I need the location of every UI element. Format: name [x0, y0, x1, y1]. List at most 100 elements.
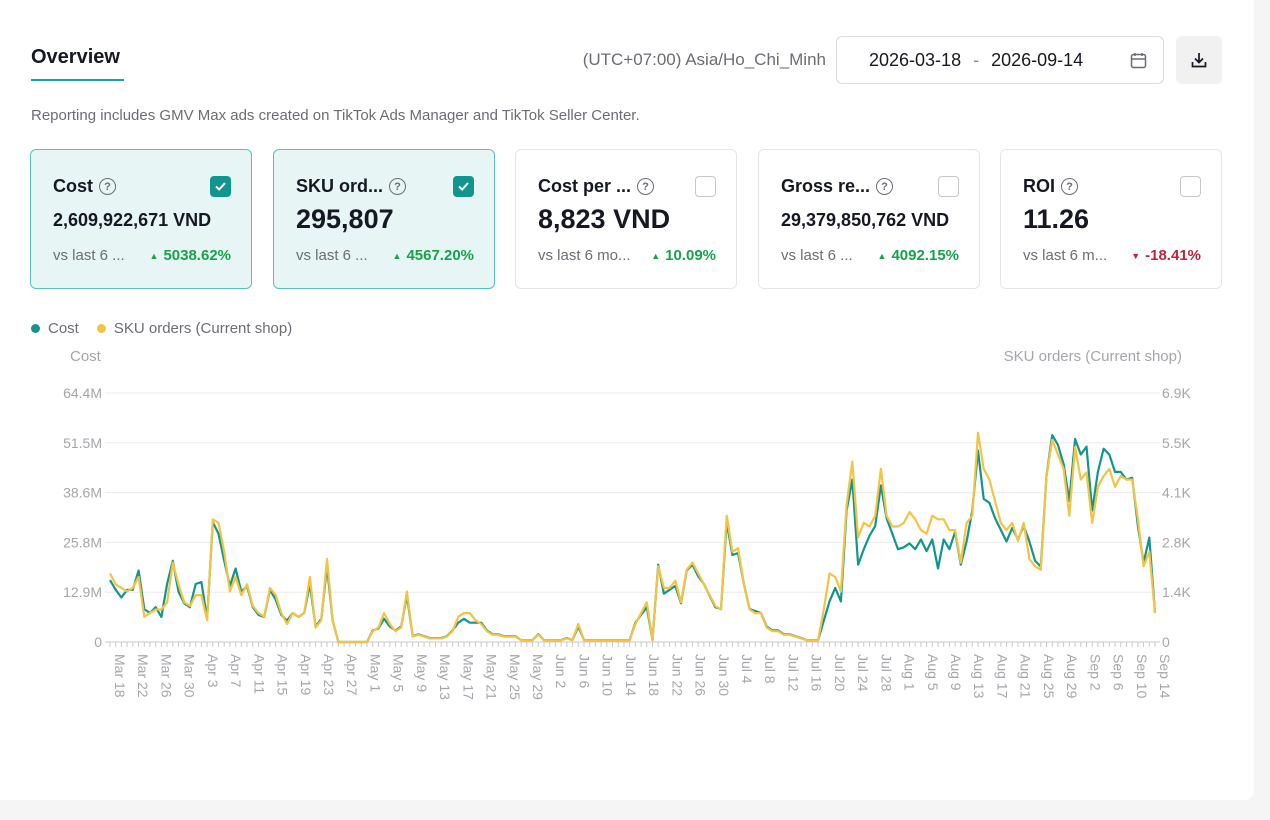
x-tick-label: Jul 20: [832, 654, 848, 692]
download-button[interactable]: [1176, 36, 1222, 84]
x-tick-label: Aug 25: [1041, 654, 1057, 699]
legend-label-sku: SKU orders (Current shop): [113, 320, 293, 337]
x-tick-label: Jul 12: [785, 654, 801, 692]
metric-value: 2,609,922,671 VND: [53, 210, 212, 230]
x-tick-label: Aug 17: [994, 654, 1010, 699]
tab-overview[interactable]: Overview: [31, 46, 120, 68]
metric-compare-label: vs last 6 m...: [1023, 247, 1108, 264]
question-circle-icon[interactable]: ?: [99, 178, 116, 195]
x-tick-label: Jul 16: [809, 654, 825, 692]
x-tick-label: Jun 10: [600, 654, 616, 696]
x-tick-label: Apr 3: [205, 654, 221, 688]
x-tick-label: Sep 14: [1157, 654, 1173, 699]
question-circle-icon[interactable]: ?: [389, 178, 407, 195]
metric-checkbox[interactable]: [453, 176, 474, 197]
legend-label-cost: Cost: [48, 320, 79, 337]
metric-compare-label: vs last 6 ...: [53, 247, 125, 264]
y-left-tick-label: 0: [94, 634, 102, 650]
reporting-note: Reporting includes GMV Max ads created o…: [31, 107, 640, 124]
x-tick-label: Jul 28: [878, 654, 894, 692]
x-tick-label: Apr 27: [344, 654, 360, 695]
legend-item-cost[interactable]: Cost: [31, 320, 79, 337]
y-right-tick-label: 2.8K: [1162, 534, 1191, 550]
checkmark-icon: [458, 182, 469, 191]
metric-delta: ▼ -18.41%: [1131, 247, 1201, 264]
metric-checkbox[interactable]: [210, 176, 231, 197]
x-tick-label: Mar 26: [158, 654, 174, 698]
series-line-cost[interactable]: [109, 434, 1157, 644]
x-tick-label: Jul 8: [762, 654, 778, 684]
metric-card[interactable]: SKU ord...? 295,807 vs last 6 ... ▲ 4567.20%: [273, 149, 495, 289]
y-right-tick-label: 1.4K: [1162, 584, 1191, 600]
x-tick-label: Apr 11: [251, 654, 267, 694]
arrow-up-icon: ▲: [392, 250, 402, 261]
x-tick-label: Apr 7: [228, 654, 244, 688]
tab-active-indicator: [31, 79, 124, 81]
x-tick-label: May 9: [414, 654, 430, 692]
metric-card[interactable]: Cost? 2,609,922,671 VND vs last 6 ... ▲ 5038…: [30, 149, 252, 289]
timezone-label: (UTC+07:00) Asia/Ho_Chi_Minh: [582, 50, 826, 69]
x-tick-label: Apr 19: [298, 654, 314, 695]
x-tick-label: May 13: [437, 654, 453, 700]
x-tick-label: Aug 21: [1018, 654, 1034, 699]
metric-compare-label: vs last 6 mo...: [538, 247, 631, 264]
metric-card[interactable]: ROI? 11.26 vs last 6 m... ▼ -18.41%: [1000, 149, 1222, 289]
chart-legend: Cost SKU orders (Current shop): [31, 320, 310, 337]
y-right-tick-label: 0: [1162, 634, 1170, 650]
metric-card[interactable]: Cost per ...? 8,823 VND vs last 6 mo... ▲ 10…: [515, 149, 737, 289]
x-tick-label: Aug 29: [1064, 654, 1080, 699]
metric-checkbox[interactable]: [1180, 176, 1201, 197]
y-right-tick-label: 4.1K: [1162, 485, 1191, 501]
x-tick-label: May 1: [367, 654, 383, 692]
x-tick-label: May 29: [530, 654, 546, 700]
y-right-tick-label: 6.9K: [1162, 385, 1191, 401]
metric-card-title: Cost per ...?: [538, 176, 655, 197]
metric-card-title: Cost?: [53, 176, 116, 197]
y-left-axis-title: Cost: [70, 348, 101, 365]
question-circle-icon[interactable]: ?: [637, 178, 655, 195]
metric-card-title: SKU ord...?: [296, 176, 407, 197]
question-circle-icon[interactable]: ?: [876, 178, 894, 195]
question-circle-icon[interactable]: ?: [1061, 178, 1079, 195]
date-end: 2026-09-14: [991, 49, 1084, 70]
arrow-up-icon: ▲: [149, 250, 159, 261]
legend-item-sku[interactable]: SKU orders (Current shop): [96, 320, 293, 337]
metric-checkbox[interactable]: [695, 176, 716, 197]
y-right-tick-label: 5.5K: [1162, 435, 1191, 451]
metric-card[interactable]: Gross re...? 29,379,850,762 VND vs last 6 …: [758, 149, 980, 289]
x-tick-label: Aug 1: [902, 654, 918, 691]
series-line-sku-orders[interactable]: [109, 431, 1157, 644]
calendar-icon[interactable]: [1129, 51, 1147, 69]
x-tick-label: Jun 30: [716, 654, 732, 696]
metric-delta: ▲ 10.09%: [651, 247, 716, 264]
metric-compare-label: vs last 6 ...: [781, 247, 853, 264]
x-tick-label: Jun 6: [576, 654, 592, 688]
metric-checkbox[interactable]: [938, 176, 959, 197]
metric-delta: ▲ 4567.20%: [392, 247, 474, 264]
y-left-tick-label: 25.8M: [63, 534, 102, 550]
x-tick-label: Jun 22: [669, 654, 685, 696]
x-tick-label: Aug 5: [925, 654, 941, 691]
metric-card-title: ROI?: [1023, 176, 1079, 197]
x-tick-label: Aug 13: [971, 654, 987, 699]
date-range-picker[interactable]: 2026-03-18 - 2026-09-14: [836, 36, 1164, 84]
x-tick-label: Jun 26: [693, 654, 709, 696]
metric-value: 8,823 VND: [538, 204, 671, 234]
x-tick-label: May 25: [507, 654, 523, 700]
x-tick-label: Jun 14: [623, 654, 639, 696]
arrow-up-icon: ▲: [877, 250, 887, 261]
x-tick-label: Apr 15: [275, 654, 291, 695]
metric-compare-label: vs last 6 ...: [296, 247, 368, 264]
overview-panel: Overview (UTC+07:00) Asia/Ho_Chi_Minh 20…: [30, 36, 1222, 701]
y-left-tick-label: 12.9M: [63, 584, 102, 600]
x-tick-label: May 5: [391, 654, 407, 692]
download-icon: [1191, 53, 1207, 68]
x-tick-label: Aug 9: [948, 654, 964, 691]
x-tick-label: Mar 22: [135, 654, 151, 698]
metric-value: 295,807: [296, 204, 394, 234]
arrow-down-icon: ▼: [1131, 250, 1141, 261]
x-tick-label: Sep 10: [1134, 654, 1150, 699]
checkmark-icon: [215, 182, 226, 191]
x-tick-label: Apr 23: [321, 654, 337, 695]
line-chart: 0 0 12.9M 1.4K 25.8M 2.8K 38.6M 4.1K 51.5M 5.5K 64…: [63, 385, 1191, 700]
